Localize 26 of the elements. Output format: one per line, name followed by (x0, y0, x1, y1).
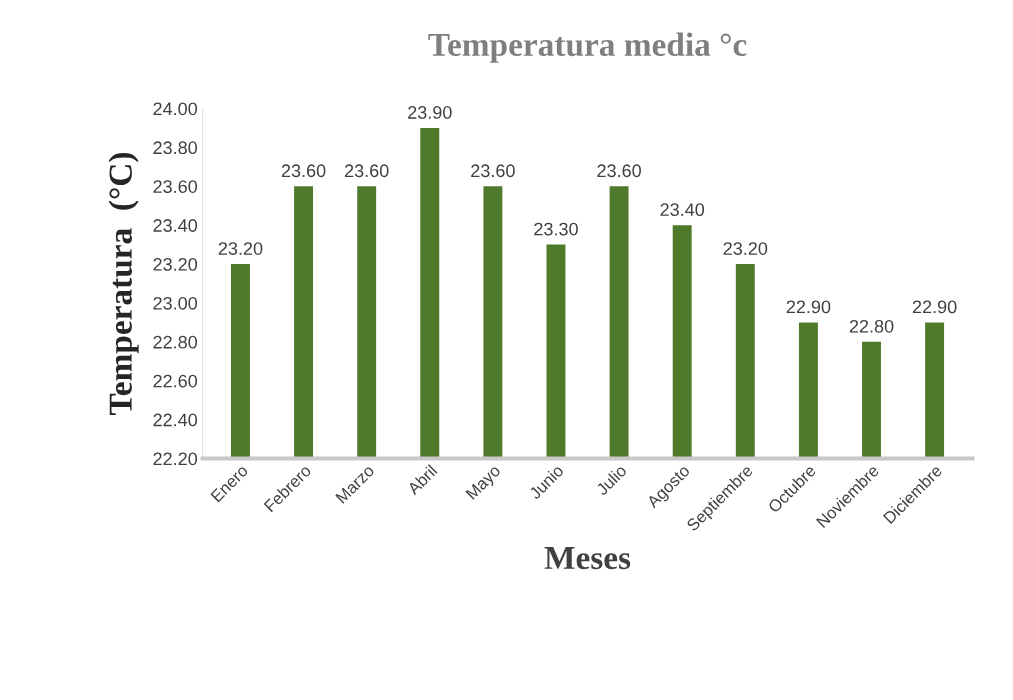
y-tick-label: 23.40 (153, 219, 198, 232)
data-label: 22.80 (849, 319, 894, 333)
y-tick-label: 22.60 (153, 374, 198, 388)
y-tick-label: 23.60 (153, 180, 198, 193)
data-label: 22.90 (786, 300, 831, 314)
y-tick-label: 23.80 (153, 141, 198, 155)
data-label: 22.90 (912, 300, 957, 314)
data-label: 23.40 (660, 203, 705, 217)
data-label: 23.60 (597, 164, 641, 178)
data-label: 23.30 (534, 222, 578, 236)
data-label: 23.20 (218, 242, 263, 255)
x-tick-label: Julio (595, 463, 628, 497)
y-tick-label: 22.20 (153, 452, 198, 466)
data-label: 23.60 (344, 164, 389, 178)
chart-title: Temperatura media °c (428, 32, 747, 63)
y-tick-label: 23.20 (153, 257, 198, 271)
data-label: 23.20 (723, 242, 768, 255)
y-tick-label: 23.00 (153, 296, 198, 310)
y-tick-label: 22.80 (153, 335, 198, 349)
y-tick-label: 22.40 (153, 413, 198, 427)
y-tick-label: 24.00 (153, 102, 198, 116)
data-label: 23.90 (408, 106, 452, 119)
x-axis-title: Meses (544, 547, 631, 570)
data-label: 23.60 (471, 164, 515, 178)
y-axis-title: Temperatura (°C) (108, 153, 139, 415)
data-label: 23.60 (281, 164, 326, 178)
